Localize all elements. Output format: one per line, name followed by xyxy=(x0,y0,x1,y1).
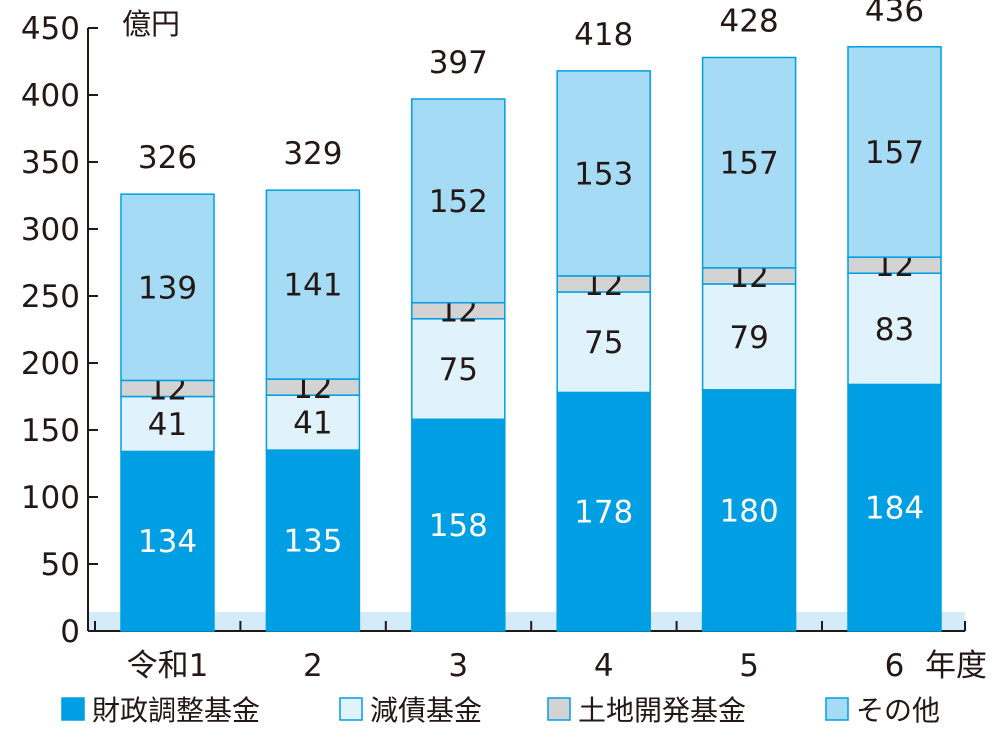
bar-segment xyxy=(847,46,942,258)
bar-value-label: 139 xyxy=(138,270,197,306)
bar-total-label: 329 xyxy=(283,136,342,172)
y-unit-label: 億円 xyxy=(122,7,180,41)
legend-item: 財政調整基金 xyxy=(61,694,260,727)
bar-segment xyxy=(701,389,797,632)
bar-segment xyxy=(120,193,215,382)
bar-total-label: 326 xyxy=(138,140,197,176)
bar-segment xyxy=(411,418,506,632)
bar-total-label: 418 xyxy=(574,17,633,53)
y-tick-label: 150 xyxy=(21,413,80,449)
x-tick-label: 2 xyxy=(303,648,323,684)
bar-segment xyxy=(847,383,942,632)
legend-swatch xyxy=(61,697,85,721)
bar-value-label: 180 xyxy=(720,493,779,529)
bar-value-label: 79 xyxy=(729,320,768,356)
bar-segment xyxy=(701,56,797,269)
legend-swatch xyxy=(547,697,571,721)
bar-value-label: 157 xyxy=(720,146,779,182)
y-tick-label: 100 xyxy=(21,480,80,516)
bar-value-label: 158 xyxy=(429,508,488,544)
bar-segment xyxy=(556,391,651,632)
y-tick-label: 400 xyxy=(21,78,80,114)
legend-item: 土地開発基金 xyxy=(547,694,746,727)
legend-item: 減債基金 xyxy=(339,694,482,727)
baseline-band xyxy=(88,612,965,631)
legend-item: その他 xyxy=(825,694,940,727)
bar-value-label: 153 xyxy=(574,156,633,192)
legend-label: 財政調整基金 xyxy=(92,694,260,727)
bar-segment xyxy=(120,450,215,632)
bar-value-label: 157 xyxy=(865,135,924,171)
y-tick-label: 450 xyxy=(21,11,80,47)
y-tick-label: 300 xyxy=(21,212,80,248)
bar-value-label: 75 xyxy=(439,352,478,388)
bar-segment xyxy=(265,189,361,380)
bar-value-label: 83 xyxy=(875,312,914,348)
y-tick-label: 350 xyxy=(21,145,80,181)
bar-value-label: 75 xyxy=(584,325,623,361)
bar-value-label: 184 xyxy=(865,491,924,527)
legend-swatch xyxy=(825,697,849,721)
bar-value-label: 41 xyxy=(293,406,332,442)
x-axis-labels: 令和1 2 3 4 5 6 xyxy=(127,648,905,684)
x-tick-label: 5 xyxy=(739,648,759,684)
bar-value-label: 135 xyxy=(283,524,342,560)
y-tick-label: 0 xyxy=(60,614,80,650)
y-axis: 0 50 100 150 200 250 300 350 400 450 xyxy=(21,11,966,650)
bar-value-label: 41 xyxy=(148,407,187,443)
bar-segment xyxy=(265,394,361,451)
bar-segment xyxy=(265,449,361,632)
bar-segment xyxy=(556,291,651,394)
bar-value-label: 134 xyxy=(138,524,197,560)
legend-label: 減債基金 xyxy=(370,694,482,727)
bar-value-label: 178 xyxy=(574,495,633,531)
bar-segment xyxy=(120,395,215,453)
bar-segment xyxy=(556,70,651,277)
bar-segment xyxy=(411,318,506,421)
x-tick-label: 4 xyxy=(594,648,614,684)
x-tick-label: 令和1 xyxy=(127,648,209,684)
baseline-band-rect xyxy=(88,612,965,631)
legend: 財政調整基金 減債基金 土地開発基金 その他 xyxy=(61,694,940,727)
y-tick-label: 50 xyxy=(41,547,80,583)
x-tick-label: 6 xyxy=(885,648,905,684)
bar-segment xyxy=(411,98,506,304)
legend-swatch xyxy=(339,697,363,721)
bar-total-label: 436 xyxy=(865,0,924,29)
x-unit-label: 年度 xyxy=(925,648,987,684)
y-tick-label: 250 xyxy=(21,279,80,315)
bar-value-label: 152 xyxy=(429,184,488,220)
bars: 1344112139326135411214132915875121523971… xyxy=(120,0,942,632)
legend-label: その他 xyxy=(856,694,940,727)
legend-label: 土地開発基金 xyxy=(578,694,746,727)
bar-value-label: 141 xyxy=(283,268,342,304)
y-tick-label: 200 xyxy=(21,346,80,382)
x-tick-label: 3 xyxy=(448,648,468,684)
bar-total-label: 397 xyxy=(429,45,488,81)
bar-total-label: 428 xyxy=(720,3,779,39)
